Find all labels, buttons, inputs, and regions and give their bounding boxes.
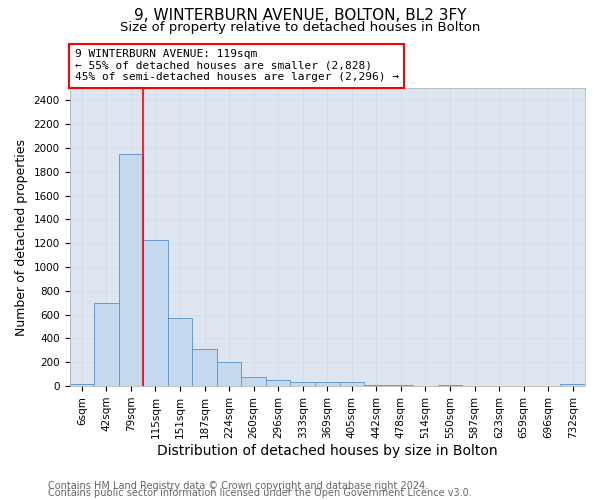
X-axis label: Distribution of detached houses by size in Bolton: Distribution of detached houses by size … [157, 444, 497, 458]
Bar [389, 385, 413, 386]
Bar [560, 384, 585, 386]
Bar [266, 380, 290, 386]
Bar [438, 385, 462, 386]
Y-axis label: Number of detached properties: Number of detached properties [15, 138, 28, 336]
Text: Size of property relative to detached houses in Bolton: Size of property relative to detached ho… [120, 21, 480, 34]
Bar [290, 382, 315, 386]
Bar [143, 240, 168, 386]
Bar [168, 318, 192, 386]
Bar [241, 376, 266, 386]
Bar [192, 349, 217, 386]
Text: 9, WINTERBURN AVENUE, BOLTON, BL2 3FY: 9, WINTERBURN AVENUE, BOLTON, BL2 3FY [134, 8, 466, 22]
Bar [340, 382, 364, 386]
Text: Contains HM Land Registry data © Crown copyright and database right 2024.: Contains HM Land Registry data © Crown c… [48, 481, 428, 491]
Bar [217, 362, 241, 386]
Text: Contains public sector information licensed under the Open Government Licence v3: Contains public sector information licen… [48, 488, 472, 498]
Bar [364, 385, 389, 386]
Bar [70, 384, 94, 386]
Bar [119, 154, 143, 386]
Bar [94, 302, 119, 386]
Bar [315, 382, 340, 386]
Text: 9 WINTERBURN AVENUE: 119sqm
← 55% of detached houses are smaller (2,828)
45% of : 9 WINTERBURN AVENUE: 119sqm ← 55% of det… [74, 49, 398, 82]
